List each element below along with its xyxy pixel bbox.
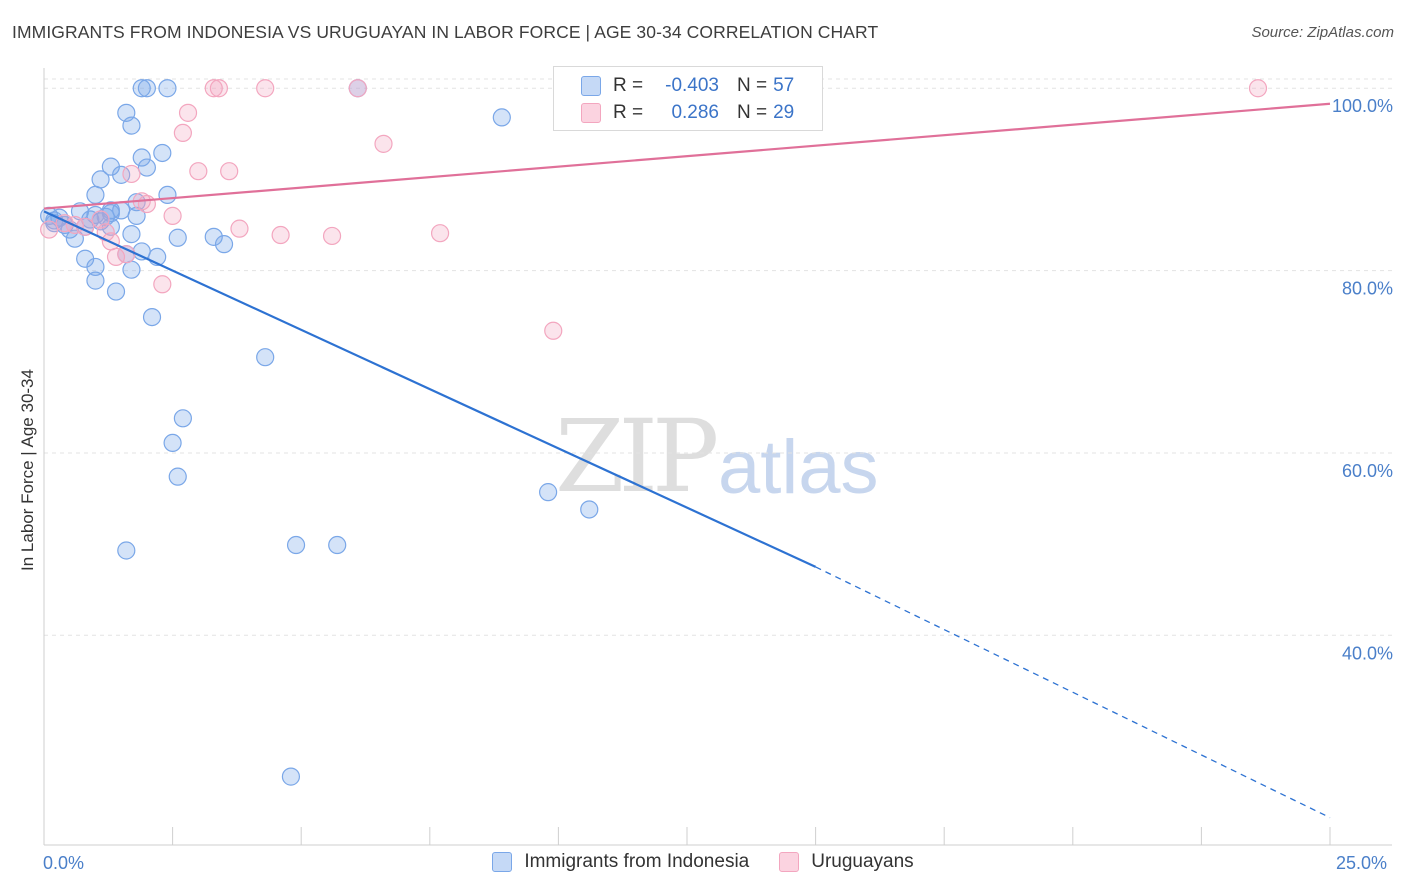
legend-item-uruguayans: Uruguayans (779, 851, 914, 873)
data-point (544, 321, 563, 340)
legend-label-uruguayans: Uruguayans (811, 851, 914, 872)
legend-swatch-uruguayans (779, 852, 800, 872)
data-point (168, 228, 187, 247)
data-point (209, 79, 228, 98)
legend-item-indonesia: Immigrants from Indonesia (492, 851, 749, 873)
legend-r-value: -0.403 (665, 75, 719, 96)
data-point (122, 225, 141, 244)
data-point (106, 247, 126, 267)
data-point (101, 204, 120, 223)
data-point (271, 225, 290, 245)
legend-r-value: 0.286 (671, 102, 719, 123)
y-tick-label: 100.0% (1332, 96, 1393, 116)
data-point (137, 79, 156, 98)
x-tick-label-max: 25.0% (1336, 853, 1388, 873)
data-point (374, 134, 393, 153)
data-point (86, 257, 105, 277)
correlation-legend: R = -0.403 N = 57 R = 0.286 N = 29 (553, 66, 823, 131)
data-point (178, 103, 198, 122)
data-point (122, 116, 141, 135)
trend-lines (43, 102, 1331, 819)
data-point (96, 223, 115, 242)
data-point (86, 271, 105, 290)
data-point (153, 275, 172, 294)
x-tick-label-min: 0.0% (43, 853, 85, 873)
data-point (163, 206, 182, 225)
data-point (91, 170, 110, 189)
legend-label-indonesia: Immigrants from Indonesia (524, 851, 750, 872)
legend-swatch-indonesia (492, 852, 513, 872)
legend-r-label: R = (613, 102, 644, 123)
data-point (286, 535, 306, 555)
grid-lines (44, 78, 1392, 636)
data-point (40, 220, 59, 239)
trend-line-indonesia (43, 210, 817, 568)
data-point (430, 224, 450, 243)
data-point (204, 227, 223, 246)
y-tick-label: 80.0% (1342, 279, 1393, 299)
data-point (256, 79, 275, 98)
legend-row-indonesia: R = -0.403 N = 57 (554, 73, 794, 99)
data-point (101, 217, 120, 236)
data-point (137, 194, 156, 214)
data-point (158, 185, 177, 205)
legend-n-value: 29 (773, 102, 795, 123)
tick-labels: 40.0% 60.0% 80.0% 100.0% (1332, 96, 1393, 663)
data-point (173, 409, 192, 428)
trend-line-uruguayans (43, 102, 1331, 210)
axes (43, 68, 1392, 846)
data-point (348, 79, 367, 98)
y-tick-label: 40.0% (1342, 643, 1393, 663)
chart-title: IMMIGRANTS FROM INDONESIA VS URUGUAYAN I… (12, 22, 879, 42)
data-point (65, 229, 84, 248)
data-point (204, 79, 223, 98)
legend-n-value: 57 (773, 75, 795, 96)
data-point (322, 226, 342, 246)
legend-row-uruguayans: R = 0.286 N = 29 (554, 100, 794, 126)
legend-r-label: R = (613, 75, 644, 96)
y-tick-label: 60.0% (1342, 461, 1393, 481)
data-point (132, 148, 151, 167)
data-point (220, 162, 239, 181)
chart-source: Source: ZipAtlas.com (1251, 24, 1394, 41)
trend-line-indonesia-extension (815, 566, 1331, 819)
data-point (214, 235, 234, 254)
data-point (86, 185, 105, 205)
data-point (142, 307, 162, 327)
data-point (281, 767, 301, 786)
data-point (1248, 79, 1268, 98)
data-point (158, 79, 177, 98)
watermark-zip: ZIP (555, 398, 719, 515)
data-point (168, 467, 187, 486)
legend-swatch-indonesia (581, 76, 601, 96)
y-axis-label: In Labor Force | Age 30-34 (18, 369, 37, 571)
data-point (580, 500, 599, 519)
data-point (189, 162, 208, 181)
data-point (328, 535, 347, 555)
data-point (137, 158, 156, 177)
data-point (112, 201, 131, 220)
data-point (106, 282, 126, 301)
data-point (163, 433, 182, 453)
data-point (492, 108, 511, 127)
data-point (117, 541, 136, 560)
legend-n-label: N = (737, 75, 768, 96)
data-point (132, 79, 151, 98)
data-point (122, 164, 141, 184)
legend-swatch-uruguayans (581, 103, 601, 123)
data-point (122, 260, 141, 279)
data-point (230, 219, 249, 238)
legend-n-label: N = (737, 102, 768, 123)
data-point (173, 123, 192, 143)
data-point (539, 483, 558, 502)
series-legend: Immigrants from Indonesia Uruguayans (0, 851, 1406, 873)
data-point (256, 348, 275, 367)
watermark-atlas: atlas (718, 425, 879, 510)
data-point (153, 143, 172, 163)
